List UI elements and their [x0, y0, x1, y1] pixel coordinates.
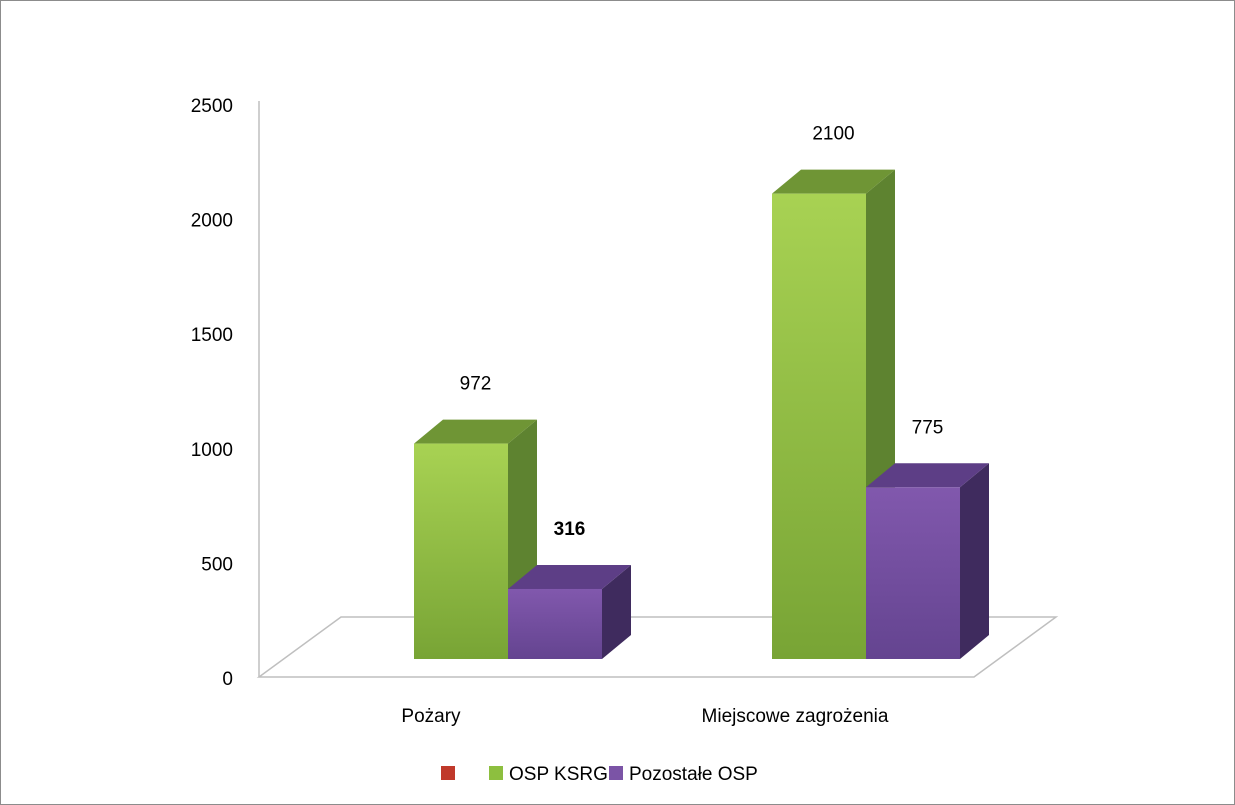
- category-label: Pożary: [401, 706, 461, 727]
- bar-top-face: [414, 419, 537, 444]
- category-label: Miejscowe zagrożenia: [702, 706, 889, 727]
- y-tick-label: 1000: [191, 440, 233, 461]
- bar: [772, 193, 866, 659]
- bar: [414, 443, 508, 659]
- y-tick-label: 2500: [191, 96, 233, 117]
- data-label: 775: [912, 417, 944, 438]
- legend-swatch: [441, 766, 455, 780]
- bar: [866, 487, 960, 659]
- y-tick-label: 2000: [191, 211, 233, 232]
- data-label: 316: [554, 519, 586, 540]
- legend-label: OSP KSRG: [509, 764, 608, 785]
- y-tick-label: 500: [201, 554, 233, 575]
- bar-side-face: [960, 463, 989, 659]
- legend-swatch: [609, 766, 623, 780]
- data-label: 2100: [812, 124, 854, 145]
- bar: [508, 588, 602, 659]
- legend-swatch: [489, 766, 503, 780]
- data-label: 972: [460, 374, 492, 395]
- bar-top-face: [866, 463, 989, 488]
- legend-label: Pozostałe OSP: [629, 764, 758, 785]
- bar-side-face: [602, 564, 631, 659]
- bar-top-face: [772, 169, 895, 194]
- y-tick-label: 1500: [191, 325, 233, 346]
- y-tick-label: 0: [222, 669, 233, 690]
- bar-top-face: [508, 564, 631, 589]
